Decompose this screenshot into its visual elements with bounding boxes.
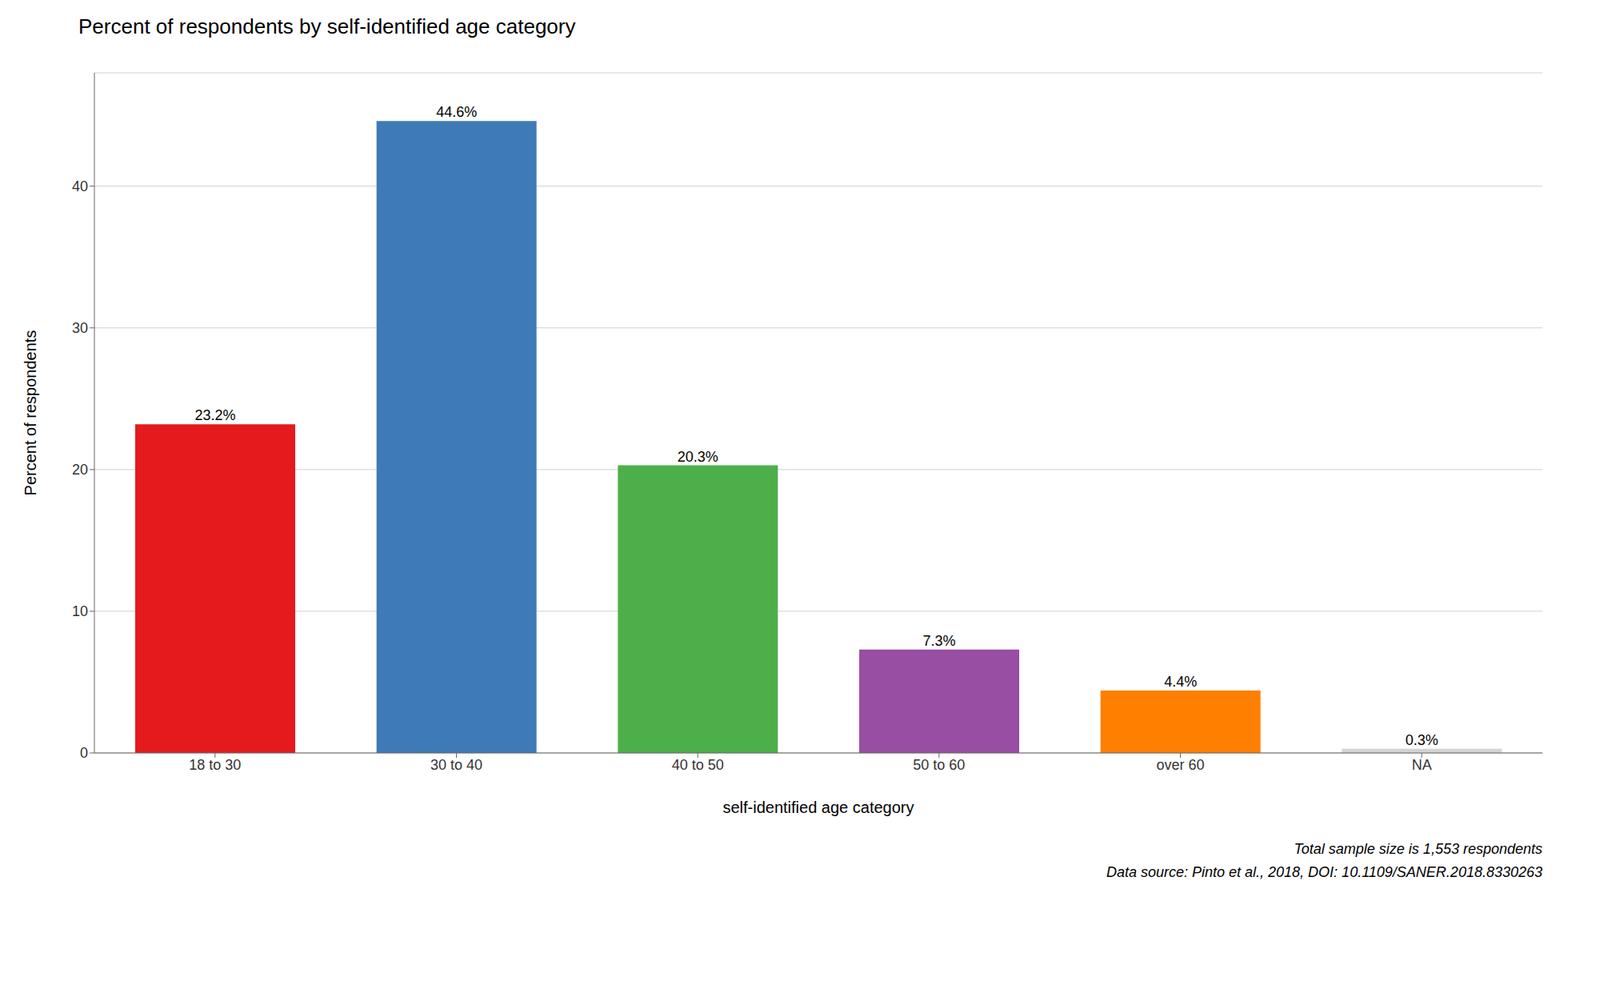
svg-text:50 to 60: 50 to 60 [912, 756, 965, 773]
svg-text:4.4%: 4.4% [1164, 673, 1197, 690]
svg-text:self-identified age category: self-identified age category [722, 798, 914, 816]
svg-text:over 60: over 60 [1156, 756, 1204, 773]
svg-text:44.6%: 44.6% [436, 104, 477, 120]
svg-text:18 to 30: 18 to 30 [188, 756, 241, 773]
html-text:Data source: Pinto et al., 201: Data source: Pinto et al., 2018, DOI: 10… [1106, 864, 1543, 880]
svg-text:0.3%: 0.3% [1405, 732, 1439, 748]
svg-text:30 to 40: 30 to 40 [430, 756, 483, 773]
svg-text:NA: NA [1412, 756, 1432, 773]
svg-text:20: 20 [72, 461, 88, 478]
svg-text:Percent of respondents: Percent of respondents [21, 330, 40, 496]
svg-text:20.3%: 20.3% [677, 448, 719, 465]
svg-text:40 to 50: 40 to 50 [672, 756, 724, 773]
html-text:Total sample size is 1,553 res: Total sample size is 1,553 respondents [1294, 840, 1543, 857]
svg-text:30: 30 [72, 320, 88, 336]
svg-text:23.2%: 23.2% [194, 407, 236, 424]
html-text:Percent of respondents by self: Percent of respondents by self-identifie… [78, 14, 576, 39]
svg-text:7.3%: 7.3% [922, 632, 956, 649]
svg-text:0: 0 [80, 744, 88, 761]
svg-text:40: 40 [72, 178, 88, 195]
svg-text:10: 10 [72, 603, 88, 620]
